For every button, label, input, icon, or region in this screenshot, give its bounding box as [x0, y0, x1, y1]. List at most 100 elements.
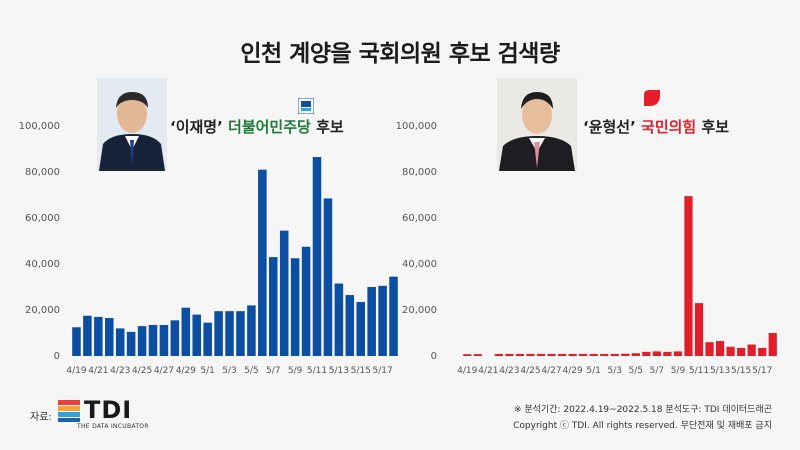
y-tick-label: 0: [54, 351, 60, 362]
bar-left-5-17: [378, 285, 387, 356]
bar-right-4-19: [463, 354, 472, 356]
x-tick-label: 5/13: [329, 366, 349, 376]
bar-left-5-12: [323, 198, 333, 356]
y-tick-label: 100,000: [19, 121, 60, 132]
bar-left-5-13: [334, 283, 344, 356]
bar-left-5-7: [269, 257, 278, 356]
party-name-dp: 더불어민주당: [228, 118, 311, 136]
candidate-suffix: 후보: [701, 118, 730, 136]
x-tick-label: 4/23: [499, 366, 519, 376]
bar-left-4-24: [126, 331, 136, 356]
bar-right-5-3: [610, 353, 619, 356]
bar-left-5-9: [290, 258, 300, 356]
y-tick-label: 80,000: [25, 167, 60, 178]
bar-right-5-9: [673, 351, 683, 356]
y-tick-label: 20,000: [25, 305, 60, 316]
x-tick-label: 5/15: [351, 366, 371, 376]
bar-left-4-22: [105, 318, 114, 356]
y-tick-label: 80,000: [402, 167, 437, 178]
person-icon: [97, 78, 167, 171]
page-title: 인천 계양을 국회의원 후보 검색량: [240, 41, 560, 67]
bar-right-5-16: [747, 344, 756, 356]
y-tick-label: 20,000: [402, 305, 437, 316]
bar-right-5-15: [737, 347, 746, 356]
bar-left-4-21: [94, 316, 103, 356]
x-tick-label: 5/11: [689, 366, 709, 376]
bar-right-5-10: [684, 196, 693, 356]
x-tick-label: 4/21: [88, 366, 108, 376]
bar-left-4-28: [170, 320, 180, 356]
people-power-party-logo-icon: [644, 90, 660, 106]
bar-right-4-28: [557, 353, 567, 356]
x-tick-label: 5/9: [671, 366, 686, 376]
y-tick-label: 0: [431, 351, 437, 362]
bar-left-5-2: [214, 311, 223, 356]
democratic-party-logo-icon: [298, 98, 314, 114]
bar-left-5-18: [389, 276, 398, 356]
bar-left-5-10: [301, 246, 311, 356]
source-label: 자료:: [30, 412, 52, 423]
bar-left-4-30: [192, 314, 201, 356]
bar-left-4-27: [159, 324, 169, 356]
x-tick-label: 4/25: [132, 366, 152, 376]
x-tick-label: 4/27: [154, 366, 174, 376]
x-tick-label: 4/21: [478, 366, 498, 376]
bar-left-5-15: [356, 301, 365, 356]
bar-right-5-11: [694, 303, 704, 356]
x-tick-label: 5/17: [752, 366, 772, 376]
bar-right-4-20: [473, 354, 482, 356]
candidate-label-right: ‘윤형선’ 국민의힘 후보: [583, 116, 729, 137]
bar-right-4-26: [536, 353, 546, 356]
x-tick-label: 4/19: [457, 366, 477, 376]
bar-right-4-23: [505, 353, 514, 356]
y-tick-label: 40,000: [402, 259, 437, 270]
bar-right-5-6: [642, 351, 651, 356]
x-tick-label: 5/1: [586, 366, 600, 376]
x-tick-label: 4/23: [110, 366, 130, 376]
party-name-ppp: 국민의힘: [641, 118, 697, 136]
bar-left-4-25: [137, 326, 147, 356]
x-tick-label: 5/5: [244, 366, 258, 376]
bar-left-5-1: [203, 322, 212, 356]
x-tick-label: 5/15: [731, 366, 751, 376]
bar-right-5-14: [726, 346, 735, 356]
y-tick-label: 40,000: [25, 259, 60, 270]
person-icon: [497, 78, 577, 171]
bar-left-5-5: [247, 305, 256, 356]
candidate-name: ‘이재명’: [170, 118, 223, 136]
bar-right-4-30: [579, 353, 588, 356]
bar-left-4-20: [83, 315, 92, 356]
x-tick-label: 5/5: [629, 366, 643, 376]
x-tick-label: 5/17: [372, 366, 392, 376]
bar-right-5-12: [705, 342, 714, 356]
x-tick-label: 4/29: [562, 366, 582, 376]
bar-right-5-8: [663, 351, 672, 356]
x-tick-label: 4/27: [541, 366, 561, 376]
x-tick-label: 4/19: [66, 366, 86, 376]
x-tick-label: 5/13: [710, 366, 730, 376]
bar-left-4-29: [181, 307, 191, 356]
brand-name: TDI: [84, 396, 133, 424]
x-tick-label: 5/7: [266, 366, 280, 376]
bar-left-5-8: [279, 230, 289, 356]
x-tick-label: 4/25: [520, 366, 540, 376]
y-tick-label: 60,000: [402, 213, 437, 224]
bar-right-4-22: [494, 353, 503, 356]
bar-right-5-17: [758, 347, 767, 356]
bar-left-4-19: [72, 327, 81, 356]
bar-right-4-29: [568, 353, 577, 356]
x-tick-label: 5/11: [307, 366, 327, 376]
bar-right-4-25: [526, 353, 535, 356]
y-tick-label: 100,000: [396, 121, 437, 132]
bar-right-5-5: [631, 353, 640, 356]
bar-right-5-1: [589, 353, 598, 356]
x-tick-label: 5/3: [222, 366, 236, 376]
candidate-name: ‘윤형선’: [583, 118, 636, 136]
bar-right-5-7: [652, 351, 661, 356]
bar-left-4-23: [115, 328, 125, 356]
candidate-label-left: ‘이재명’ 더불어민주당 후보: [170, 116, 344, 137]
bar-right-4-27: [547, 353, 556, 356]
bar-right-4-24: [515, 353, 525, 356]
bar-left-5-14: [345, 295, 355, 356]
